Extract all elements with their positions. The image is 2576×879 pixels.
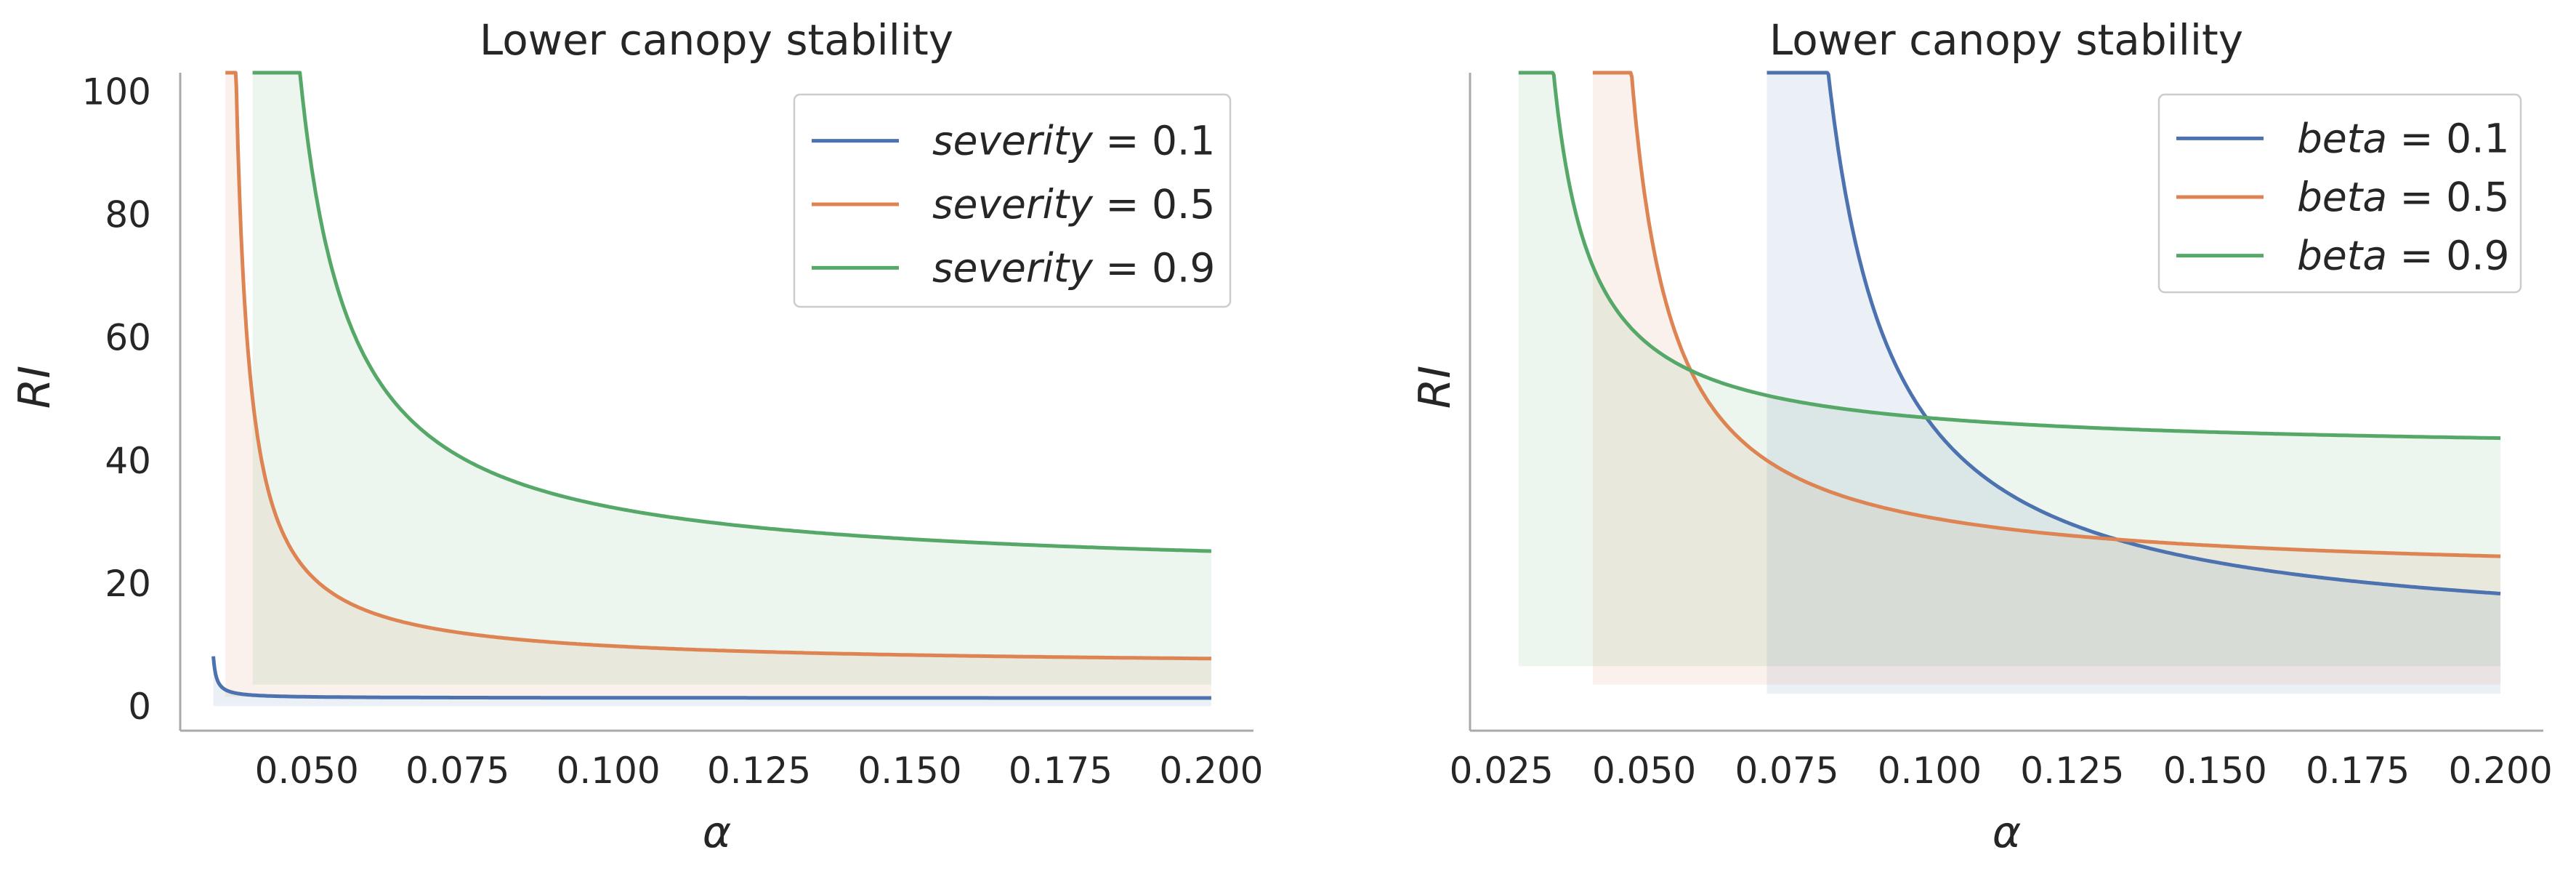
y-tick-label: 80 [105,194,151,236]
x-tick-label: 0.050 [1592,750,1696,792]
legend-entry: severity = 0.1 [932,118,1215,164]
legend: severity = 0.1 severity = 0.5 severity = 0… [793,93,1232,308]
y-tick-label: 20 [105,563,151,605]
chart-panel-right: 0.025 0.050 0.075 0.100 0.125 0.150 0.175 0.200… [1410,15,2553,858]
x-tick-label: 0.125 [2020,750,2124,792]
chart-panel-left: 0.050 0.075 0.100 0.125 0.150 0.175 0.200 0 20 40… [9,15,1263,858]
legend-entry: beta = 0.9 [2297,233,2510,279]
series-fill-0-1 [213,656,1211,707]
legend-entry: beta = 0.1 [2297,115,2510,161]
series-fill-0-5 [1592,73,2501,685]
x-tick-label: 0.100 [1878,750,1982,792]
y-tick-label: 40 [105,440,151,482]
chart-title: Lower canopy stability [480,15,953,65]
series-line-0-5 [1591,71,2501,558]
series-fill-0-9 [1518,73,2501,667]
series-fill-0-5 [225,73,1211,697]
x-tick-label: 0.200 [2449,750,2553,792]
legend-frame [2157,93,2522,294]
x-tick-label: 0.100 [557,750,661,792]
x-tick-label: 0.200 [1159,750,1263,792]
x-tick-label: 0.025 [1450,750,1554,792]
y-axis-label: RI [9,366,60,409]
x-tick-label: 0.150 [857,750,961,792]
x-axis-label: α [1992,807,2022,858]
legend-entry: severity = 0.9 [932,244,1215,291]
x-tick-label: 0.075 [405,750,509,792]
legend-frame [793,93,1232,308]
x-tick-label: 0.150 [2163,750,2267,792]
y-tick-label: 60 [105,317,151,359]
y-tick-label: 0 [128,686,151,728]
series-line-0-1 [1765,71,2501,595]
legend-entry: severity = 0.5 [932,181,1215,228]
series-fill-0-1 [1767,73,2501,694]
x-tick-label: 0.175 [2306,750,2410,792]
x-tick-label: 0.175 [1009,750,1113,792]
legend-entry: beta = 0.5 [2297,174,2510,220]
x-tick-label: 0.075 [1735,750,1838,792]
series-fill-0-9 [252,73,1211,685]
x-tick-label: 0.050 [255,750,359,792]
y-axis-label: RI [1410,366,1461,409]
chart-title: Lower canopy stability [1769,15,2243,65]
series-line-0-1 [211,655,1211,700]
legend: beta = 0.1 beta = 0.5 beta = 0.9 [2157,93,2522,294]
series-line-0-9 [251,71,1211,553]
y-tick-label: 100 [82,71,151,113]
x-tick-label: 0.125 [707,750,811,792]
series-line-0-5 [223,71,1211,661]
x-axis-label: α [703,807,732,858]
series-line-0-9 [1517,71,2501,441]
